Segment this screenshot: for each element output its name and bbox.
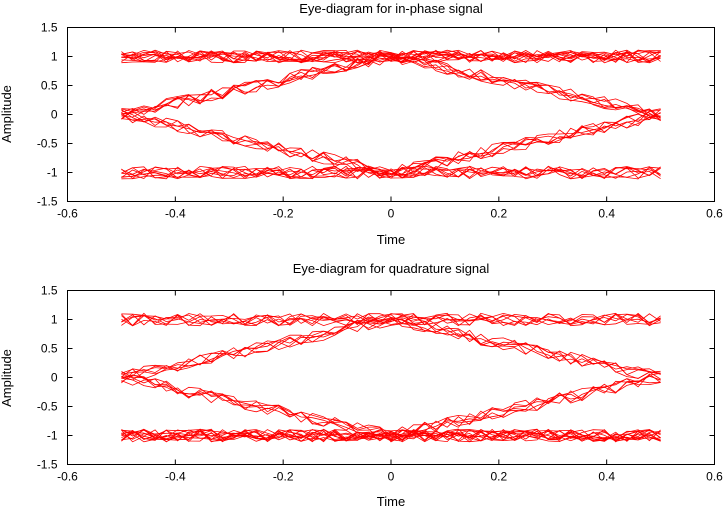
signal-trace [121, 373, 661, 443]
signal-trace [121, 109, 661, 176]
axis-ticks: -0.6 -0.4 -0.2 0 0.2 0.4 0.6 -1.5 -1 -0.5 0 0.5 1 1.5 [37, 21, 723, 221]
y-tick-label: -1 [47, 429, 58, 443]
signal-trace [121, 428, 661, 442]
signal-trace [121, 109, 661, 171]
signal-trace [121, 428, 661, 443]
x-tick-label: 0 [388, 207, 395, 221]
x-tick-label: -0.2 [273, 207, 294, 221]
y-tick-label: 0.5 [41, 79, 58, 93]
signal-trace [121, 313, 661, 375]
signal-trace [121, 52, 661, 121]
x-tick-label: 0.6 [706, 470, 723, 484]
y-axis-label: Amplitude [0, 349, 14, 407]
plot-area [121, 49, 661, 180]
x-tick-label: 0.2 [490, 207, 507, 221]
signal-trace [121, 49, 661, 115]
y-tick-label: -1.5 [37, 458, 58, 472]
signal-trace [121, 54, 661, 122]
y-tick-label: 0.5 [41, 342, 58, 356]
signal-trace [121, 312, 661, 327]
signal-trace [121, 378, 661, 442]
y-tick-label: 0 [51, 108, 58, 122]
y-tick-label: -1.5 [37, 195, 58, 209]
y-tick-label: 1 [51, 50, 58, 64]
signal-trace [121, 373, 661, 440]
y-tick-label: -1 [47, 166, 58, 180]
signal-trace [121, 315, 661, 384]
chart-title: Eye-diagram for quadrature signal [293, 261, 490, 276]
x-tick-label: 0.2 [490, 470, 507, 484]
signal-trace [121, 52, 661, 121]
y-tick-label: 1.5 [41, 21, 58, 35]
y-tick-label: -0.5 [37, 400, 58, 414]
signal-trace [121, 375, 661, 437]
axis-ticks: -0.6 -0.4 -0.2 0 0.2 0.4 0.6 -1.5 -1 -0.5 0 0.5 1 1.5 [37, 284, 723, 484]
signal-trace [121, 319, 661, 378]
signal-trace [121, 49, 661, 117]
signal-trace [121, 317, 661, 379]
signal-trace [121, 312, 661, 327]
x-tick-label: -0.6 [57, 207, 78, 221]
x-tick-label: 0 [388, 470, 395, 484]
signal-trace [121, 108, 661, 177]
signal-trace [121, 49, 661, 64]
signal-trace [121, 312, 661, 380]
signal-trace [121, 428, 661, 443]
signal-trace [121, 118, 661, 179]
x-axis-label: Time [377, 232, 405, 247]
signal-trace [121, 165, 661, 180]
x-tick-label: -0.4 [165, 207, 186, 221]
signal-trace [121, 113, 661, 179]
signal-trace [121, 166, 661, 180]
y-tick-label: -0.5 [37, 137, 58, 151]
signal-trace [121, 50, 661, 119]
signal-trace [121, 49, 661, 64]
signal-trace [121, 371, 661, 443]
signal-trace [121, 429, 661, 442]
x-tick-label: -0.6 [57, 470, 78, 484]
signal-trace [121, 429, 661, 443]
y-tick-label: 0 [51, 371, 58, 385]
plot-area [121, 312, 661, 443]
signal-trace [121, 116, 661, 180]
y-tick-label: 1 [51, 313, 58, 327]
x-tick-label: -0.2 [273, 470, 294, 484]
signal-trace [121, 313, 661, 380]
x-tick-label: -0.4 [165, 470, 186, 484]
x-tick-label: 0.4 [598, 470, 615, 484]
x-tick-label: 0.6 [706, 207, 723, 221]
y-tick-label: 1.5 [41, 284, 58, 298]
x-axis-label: Time [377, 494, 405, 507]
signal-trace [121, 54, 661, 117]
y-axis-label: Amplitude [0, 85, 14, 143]
chart-in-phase: Eye-diagram for in-phase signal Amplitud… [0, 1, 723, 247]
chart-quadrature: Eye-diagram for quadrature signal Amplit… [0, 261, 723, 507]
chart-title: Eye-diagram for in-phase signal [299, 1, 483, 16]
signal-trace [121, 318, 661, 381]
signal-trace [121, 113, 661, 176]
x-tick-label: 0.4 [598, 207, 615, 221]
signal-trace [121, 165, 661, 180]
signal-trace [121, 428, 661, 443]
